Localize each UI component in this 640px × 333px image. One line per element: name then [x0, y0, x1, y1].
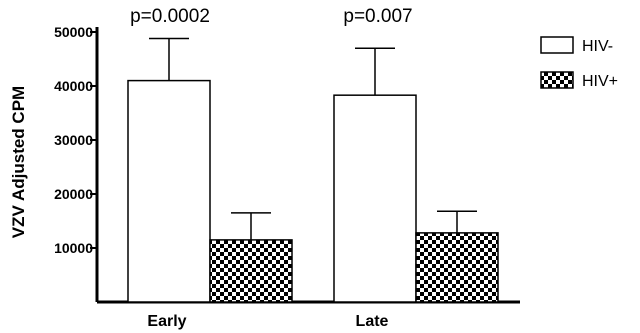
y-ticks: 10000 20000 30000 40000 50000 [54, 24, 97, 256]
error-bars-group [149, 37, 477, 240]
bar-early-hiv-neg [127, 79, 211, 303]
category-label-early: Early [147, 313, 186, 330]
category-label-late: Late [356, 313, 389, 330]
legend-swatch-hiv-neg [540, 36, 574, 54]
y-tick-label: 40000 [54, 78, 93, 94]
y-tick-label: 20000 [54, 186, 93, 202]
p-value-annotation-late: p=0.007 [343, 6, 412, 27]
y-tick-label: 30000 [54, 132, 93, 148]
legend-swatch-hiv-pos [540, 71, 574, 89]
bar-early-hiv-pos [209, 239, 293, 303]
bar-late-hiv-neg [333, 94, 417, 303]
legend-label-hiv-neg: HIV- [582, 38, 613, 55]
y-tick-label: 10000 [54, 240, 93, 256]
p-value-annotation-early: p=0.0002 [130, 6, 210, 27]
y-tick-label: 50000 [54, 24, 93, 40]
legend: HIV- HIV+ [540, 36, 618, 90]
bar-late-hiv-pos [415, 232, 499, 303]
legend-label-hiv-pos: HIV+ [582, 73, 618, 90]
y-axis-label: VZV Adjusted CPM [9, 86, 28, 238]
bars-group [127, 79, 499, 303]
